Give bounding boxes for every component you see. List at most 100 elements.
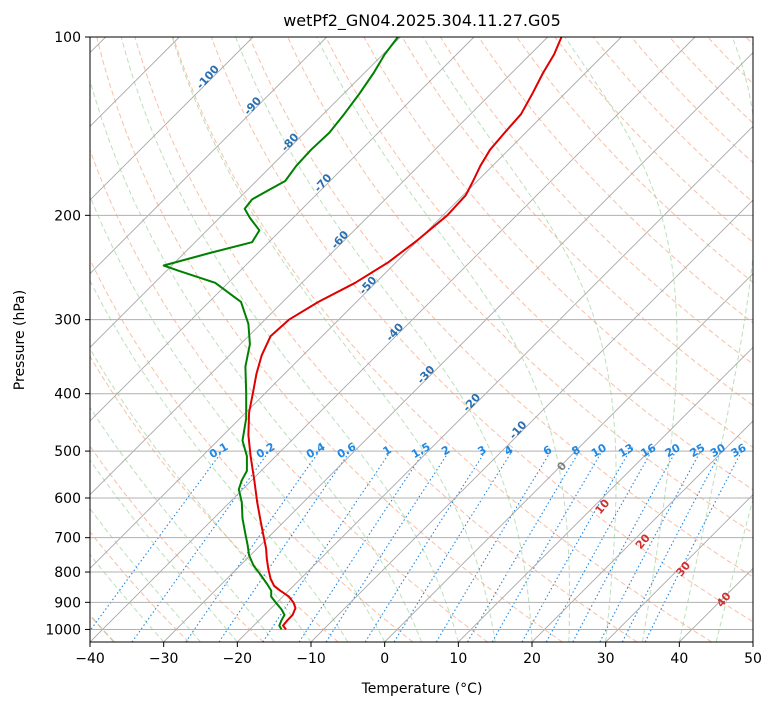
dry-adiabat-label: -60 <box>328 228 351 252</box>
dry-adiabat-line <box>707 37 753 85</box>
x-tick-label: 10 <box>449 651 467 667</box>
mixing-ratio-label: 4 <box>502 443 515 458</box>
moist-adiabat-line <box>90 459 238 642</box>
mixing-ratio-label: 20 <box>663 441 683 460</box>
dry-adiabat-line <box>172 37 712 642</box>
temperature-profile <box>247 37 563 631</box>
isotherm-line <box>163 52 753 642</box>
mixing-ratio-line <box>467 450 580 642</box>
moist-adiabat-line <box>564 37 678 642</box>
mixing-ratio-line <box>521 450 630 642</box>
mixing-ratio-line <box>185 450 320 642</box>
y-tick-label: 800 <box>54 565 81 581</box>
x-axis-label: Temperature (°C) <box>361 681 483 697</box>
profiles <box>162 37 563 631</box>
dry-adiabat-label: -70 <box>312 171 335 195</box>
moist-adiabat-line <box>90 507 201 642</box>
dewpoint-profile <box>162 37 399 630</box>
y-axis-label: Pressure (hPa) <box>12 290 28 390</box>
moist-adiabat-label: 30 <box>673 559 693 579</box>
dry-adiabat-line <box>516 37 753 284</box>
x-tick-label: 20 <box>523 651 541 667</box>
mixing-ratio-label: 10 <box>589 441 609 460</box>
dry-adiabat-line <box>90 531 190 642</box>
dry-adiabat-line <box>90 445 264 642</box>
moist-adiabat-label: 10 <box>593 496 613 516</box>
chart-title: wetPf2_GN04.2025.304.11.27.G05 <box>283 11 561 31</box>
mixing-ratio-line <box>218 450 351 642</box>
x-tick-label: −10 <box>296 651 326 667</box>
mixing-ratio-line <box>364 450 486 642</box>
dry-adiabat-line <box>90 148 488 642</box>
mixing-ratio-line <box>90 450 223 632</box>
dry-adiabat-line <box>401 37 753 406</box>
dry-adiabat-line <box>554 37 753 243</box>
isotherms <box>90 37 753 642</box>
mixing-ratio-label: 1.5 <box>409 440 432 461</box>
y-tick-label: 600 <box>54 491 81 507</box>
mixing-ratio-line <box>131 450 270 642</box>
mixing-ratio-line <box>491 450 603 642</box>
isotherm-line <box>679 567 753 642</box>
mixing-ratio-line <box>435 450 552 642</box>
dry-adiabat-line <box>96 37 563 642</box>
dry-adiabat-line <box>363 37 753 448</box>
moist-adiabat-line <box>90 195 386 642</box>
moist-adiabat-line <box>235 37 533 642</box>
x-tick-label: −20 <box>223 651 253 667</box>
x-axis: −40 −30 −20 −10 0 10 20 30 40 50 <box>75 642 762 667</box>
x-tick-label: 50 <box>744 651 762 667</box>
dry-adiabat-line <box>90 258 414 642</box>
dry-adiabat-label: -80 <box>279 130 302 154</box>
isotherm-line <box>237 125 753 642</box>
isotherm-line <box>752 641 753 642</box>
mixing-ratio-label: 13 <box>616 441 636 460</box>
isotherm-line <box>605 494 753 642</box>
moist-adiabat-line <box>752 639 753 642</box>
dry-adiabat-label: -20 <box>460 391 483 415</box>
dry-adiabat-line <box>669 37 753 124</box>
moist-adiabat-line <box>90 347 312 642</box>
dry-adiabat-line <box>592 37 753 203</box>
dry-adiabat-line <box>478 37 753 324</box>
isotherm-line <box>90 37 696 642</box>
mixing-ratio-label: 36 <box>729 441 749 460</box>
moist-adiabat-line <box>120 37 459 642</box>
x-tick-label: 30 <box>597 651 615 667</box>
isotherm-line <box>90 37 327 275</box>
mixing-ratio-line <box>572 450 677 642</box>
y-tick-label: 700 <box>54 531 81 547</box>
y-tick-label: 900 <box>54 595 81 611</box>
dry-adiabat-label: -90 <box>241 94 264 118</box>
moist-adiabat-line <box>422 37 617 642</box>
isobars <box>90 37 753 630</box>
dry-adiabat-line <box>134 37 638 642</box>
moist-adiabat-line <box>715 497 753 642</box>
mixing-ratio-line <box>298 450 425 642</box>
dry-adiabat-label: -100 <box>194 62 222 91</box>
dry-adiabat-label: -50 <box>356 273 379 297</box>
y-tick-label: 1000 <box>45 622 81 638</box>
dry-adiabat-line <box>325 37 753 491</box>
x-tick-label: 0 <box>380 651 389 667</box>
moist-adiabat-line <box>171 37 496 642</box>
plot-frame <box>89 36 754 643</box>
dry-adiabat-line <box>210 37 753 623</box>
mixing-ratio-label: 6 <box>541 443 554 458</box>
mixing-ratio-label: 16 <box>638 441 658 460</box>
moist-adiabat-labels: 0 10 20 30 40 <box>554 459 734 610</box>
mixing-ratio-label: 0.1 <box>207 440 230 461</box>
dry-adiabat-line <box>287 37 753 534</box>
mixing-ratio-label: 0.6 <box>335 440 359 461</box>
moist-adiabat-label: 40 <box>714 589 734 609</box>
dry-adiabat-line <box>745 37 753 46</box>
isotherm-line <box>384 273 753 642</box>
isotherm-line <box>90 37 622 569</box>
moist-adiabat-label: 0 <box>554 459 569 473</box>
dry-adiabat-line <box>439 37 753 365</box>
mixing-ratio-line <box>393 450 513 642</box>
x-tick-label: 40 <box>670 651 688 667</box>
moist-adiabat-line <box>90 406 275 642</box>
isotherm-line <box>90 37 254 201</box>
